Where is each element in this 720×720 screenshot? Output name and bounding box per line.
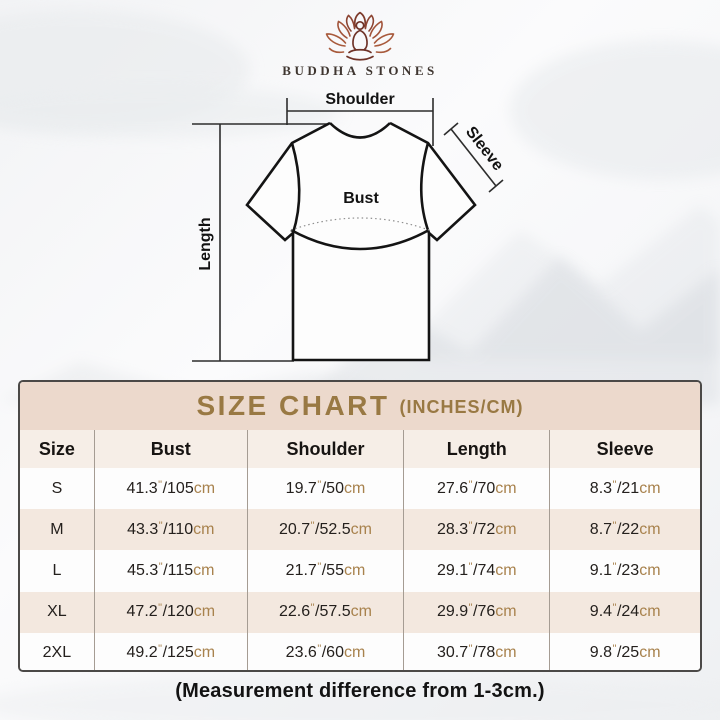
length-label: Length — [197, 217, 214, 270]
size-cell: XL — [20, 591, 95, 633]
bust-value-cell: 49.2 "/125 cm — [95, 632, 248, 670]
bust-label: Bust — [343, 190, 379, 207]
column-header-size: Size — [20, 430, 95, 468]
brand-name: BUDDHA STONES — [282, 63, 438, 78]
sleeve-value-cell: 9.8 "/25 cm — [589, 643, 661, 662]
length-value-cell: 28.3 "/72 cm — [404, 509, 551, 551]
table-header-row: Size Bust Shoulder Length Sleeve — [20, 430, 700, 468]
measurement-note: (Measurement difference from 1-3cm.) — [175, 680, 545, 702]
tshirt-outline — [245, 121, 477, 362]
table-row: XL 47.2 "/120 cm 22.6 "/57.5 cm 29.9 "/76 cm 9.4 " /… — [20, 591, 700, 633]
bust-value-cell: 43.3 "/110 cm — [95, 509, 248, 551]
size-cell: M — [20, 509, 95, 551]
table-row: L 45.3 "/115 cm 21.7 "/55 cm 29.1 "/74 cm 9.1 "/23 c… — [20, 550, 700, 592]
size-cell: 2XL — [20, 632, 95, 670]
size-chart-title-band: SIZE CHART (INCHES/CM) — [20, 382, 700, 430]
measurement-lines — [192, 98, 504, 362]
size-cell: S — [20, 468, 95, 510]
sleeve-label: Sleeve — [462, 124, 507, 175]
shoulder-value-cell: 20.7 "/52.5 cm — [248, 509, 405, 551]
table-row: 2XL 49.2 "/125 cm 23.6 "/60 cm 30.7 "/78 cm 9.8 "/2… — [20, 632, 700, 670]
table-row: M 43.3 "/110 cm 20.7 "/52.5 cm 28.3 "/72 cm 8.7 "/2… — [20, 509, 700, 551]
bust-value-cell: 41.3 "/105 cm — [95, 468, 248, 510]
column-header-sleeve: Sleeve — [596, 438, 654, 459]
bust-value-cell: 45.3 "/115 cm — [95, 550, 248, 592]
size-chart-table: SIZE CHART (INCHES/CM) Size Bust Shoulde… — [18, 380, 702, 672]
length-value-cell: 29.1 "/74 cm — [404, 550, 551, 592]
column-header-shoulder: Shoulder — [248, 430, 405, 468]
length-value-cell: 29.9 "/76 cm — [404, 591, 551, 633]
lotus-logo-icon — [325, 11, 395, 61]
sleeve-value-cell: 8.3 "/21 cm — [589, 478, 661, 497]
size-chart-units: (INCHES/CM) — [399, 397, 524, 417]
size-chart-title: SIZE CHART — [196, 390, 390, 421]
column-header-bust: Bust — [95, 430, 248, 468]
shoulder-value-cell: 22.6 "/57.5 cm — [248, 591, 405, 633]
shoulder-value-cell: 23.6 "/60 cm — [248, 632, 405, 670]
sleeve-value-cell: 9.1 "/23 cm — [589, 560, 661, 579]
shoulder-label: Shoulder — [325, 91, 394, 108]
length-value-cell: 30.7 "/78 cm — [404, 632, 551, 670]
sleeve-value-cell: 8.7 "/22 cm — [589, 519, 661, 538]
tshirt-measurement-diagram: Shoulder Bust Length Sleeve — [192, 91, 507, 362]
size-table-rows: S 41.3 "/105 cm 19.7 "/50 cm 27.6 "/70 cm 8.3 "/21 c… — [20, 468, 700, 670]
shoulder-value-cell: 21.7 "/55 cm — [248, 550, 405, 592]
size-cell: L — [20, 550, 95, 592]
length-value-cell: 27.6 "/70 cm — [404, 468, 551, 510]
column-header-length: Length — [404, 430, 551, 468]
sleeve-value-cell: 9.4 "/24 cm — [589, 602, 661, 621]
bust-value-cell: 47.2 "/120 cm — [95, 591, 248, 633]
table-row: S 41.3 "/105 cm 19.7 "/50 cm 27.6 "/70 cm 8.3 "/21 c… — [20, 468, 700, 510]
shoulder-value-cell: 19.7 "/50 cm — [248, 468, 405, 510]
